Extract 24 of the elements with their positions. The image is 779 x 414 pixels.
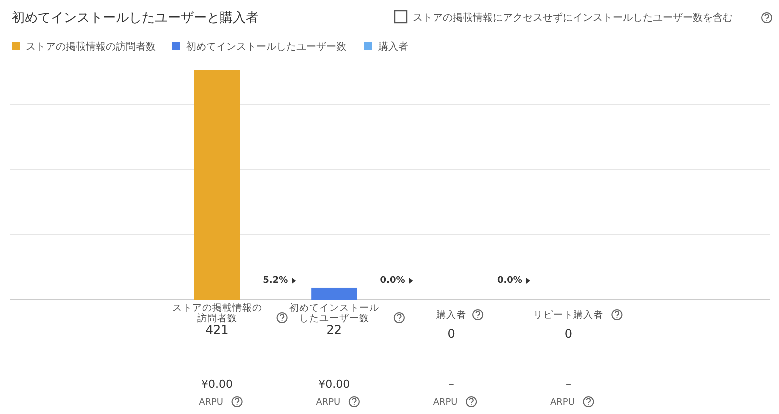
annotation: 5.2% bbox=[263, 276, 288, 286]
text: – bbox=[566, 378, 572, 391]
data-label: 22 bbox=[326, 323, 342, 337]
text: ストアの掲載情報にアクセスせずにインストールしたユーザー数を含む bbox=[413, 12, 733, 24]
annotation: 0.0% bbox=[380, 276, 406, 286]
data-label: 0 bbox=[564, 327, 573, 341]
text: ARPU bbox=[199, 398, 224, 408]
legend-label: 初めてインストールしたユーザー数 bbox=[186, 41, 346, 53]
x-tick-label: 購入者 bbox=[436, 309, 467, 321]
data-label: 0 bbox=[448, 327, 456, 341]
annotation: 0.0% bbox=[497, 276, 522, 286]
text: – bbox=[448, 378, 454, 391]
x-tick-label: 初めてインストールしたユーザー数 bbox=[289, 302, 380, 324]
text: ¥0.00 bbox=[202, 378, 234, 391]
data-label: 421 bbox=[206, 323, 229, 337]
x-tick-label: リピート購入者 bbox=[534, 309, 604, 321]
text: ARPU bbox=[433, 398, 458, 408]
x-tick-label: ストアの掲載情報の訪問者数 bbox=[172, 302, 262, 324]
legend-label: ストアの掲載情報の訪問者数 bbox=[26, 41, 156, 53]
text: ARPU bbox=[316, 398, 341, 408]
text: ¥0.00 bbox=[318, 378, 350, 391]
text: ARPU bbox=[550, 398, 575, 408]
chart-title: 初めてインストールしたユーザーと購入者 bbox=[12, 11, 259, 26]
legend-label: 購入者 bbox=[378, 41, 408, 53]
